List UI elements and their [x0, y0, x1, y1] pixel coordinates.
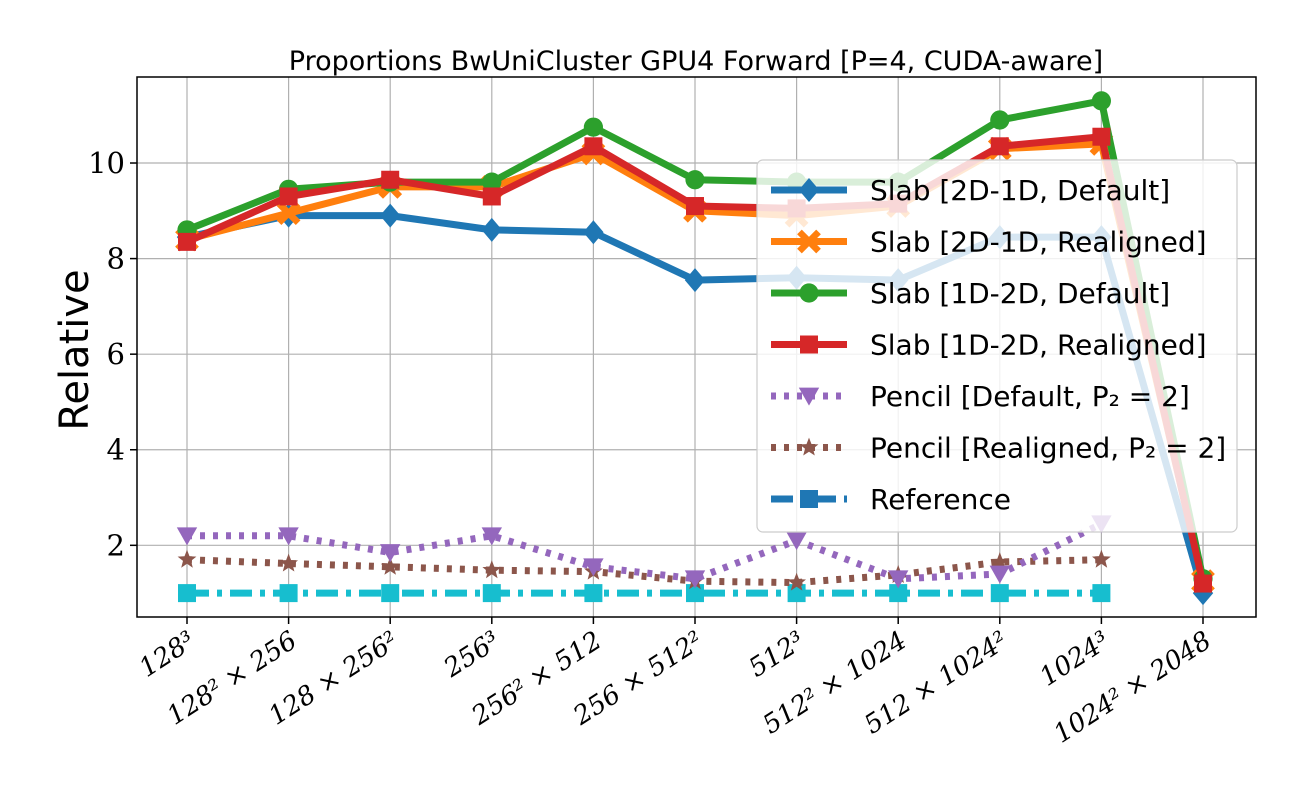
y-tick-label: 4: [107, 433, 125, 467]
legend-item: Slab [2D-1D, Default]: [771, 174, 1170, 207]
legend-item: Reference: [771, 483, 1011, 516]
x-tick-label: 1024³: [1035, 626, 1116, 693]
data-point: [176, 527, 198, 546]
data-point: [787, 584, 806, 603]
data-point: [583, 558, 604, 577]
legend-label: Slab [1D-2D, Default]: [870, 277, 1170, 310]
legend-item: Slab [2D-1D, Realigned]: [771, 226, 1207, 259]
data-point: [786, 532, 807, 551]
series-line: [187, 520, 1103, 583]
data-point: [799, 283, 819, 303]
data-point: [178, 584, 196, 603]
legend-item: Pencil [Realigned, P₂ = 2]: [771, 432, 1226, 465]
data-point: [584, 584, 603, 603]
data-point: [889, 584, 908, 603]
legend-label: Slab [2D-1D, Default]: [870, 174, 1170, 207]
legend-item: Slab [1D-2D, Default]: [771, 277, 1170, 310]
data-point: [482, 584, 501, 603]
series-5: [177, 549, 1111, 591]
chart-title: Proportions BwUniCluster GPU4 Forward [P…: [289, 46, 1103, 77]
legend-label: Slab [1D-2D, Realigned]: [870, 329, 1207, 362]
data-point: [797, 229, 821, 254]
data-point: [990, 137, 1009, 156]
data-point: [481, 217, 502, 242]
data-point: [482, 187, 501, 206]
data-point: [381, 170, 400, 189]
legend-box: [756, 159, 1238, 533]
data-point: [685, 170, 705, 190]
x-tick-label: 128³: [134, 626, 201, 684]
data-point: [583, 220, 604, 245]
data-point: [990, 110, 1010, 130]
data-point: [482, 172, 502, 192]
data-point: [584, 137, 603, 156]
data-point: [482, 560, 502, 579]
series-layer: [175, 91, 1215, 606]
data-point: [888, 570, 909, 589]
data-point: [684, 570, 706, 589]
x-tick-label: 512³: [744, 626, 811, 684]
data-point: [380, 203, 401, 228]
series-line: [186, 556, 1102, 587]
data-point: [380, 556, 400, 575]
series-6: [178, 584, 1111, 603]
legend-item: Slab [1D-2D, Realigned]: [771, 329, 1207, 362]
legend-label: Pencil [Default, P₂ = 2]: [870, 380, 1190, 413]
data-point: [1092, 549, 1111, 568]
legend-label: Pencil [Realigned, P₂ = 2]: [870, 432, 1226, 465]
data-point: [177, 549, 197, 568]
legend-label: Slab [2D-1D, Realigned]: [870, 226, 1207, 259]
data-point: [1092, 127, 1111, 146]
data-point: [798, 387, 820, 406]
y-tick-label: 8: [107, 242, 125, 276]
data-point: [380, 544, 401, 563]
data-point: [1091, 91, 1111, 111]
data-point: [1092, 584, 1111, 603]
data-point: [381, 584, 400, 603]
data-point: [989, 565, 1010, 584]
data-point: [684, 268, 706, 293]
data-point: [990, 552, 1010, 571]
data-point: [799, 437, 819, 456]
data-point: [481, 527, 502, 546]
legend-label: Reference: [870, 483, 1011, 516]
data-point: [686, 584, 704, 603]
y-axis-label: Relative: [52, 269, 98, 430]
data-point: [800, 490, 818, 508]
data-point: [278, 527, 299, 546]
data-point: [178, 232, 196, 251]
x-tick-label: 256³: [438, 626, 506, 684]
data-point: [276, 201, 301, 226]
y-tick-label: 10: [88, 146, 125, 180]
data-point: [990, 584, 1009, 603]
y-axis: 2 4 6 8 10: [88, 146, 137, 562]
data-point: [583, 117, 604, 137]
data-point: [686, 197, 704, 216]
y-tick-label: 2: [107, 528, 125, 562]
data-point: [279, 584, 298, 603]
data-point: [798, 178, 820, 202]
data-point: [279, 553, 298, 572]
data-point: [1194, 574, 1212, 593]
data-point: [800, 335, 818, 354]
y-tick-label: 6: [107, 337, 125, 371]
series-3: [178, 127, 1212, 593]
plot-frame: [136, 76, 1257, 618]
legend: Slab [2D-1D, Default] Slab [2D-1D, Realig…: [756, 159, 1238, 533]
legend-item: Pencil [Default, P₂ = 2]: [771, 380, 1190, 413]
data-point: [279, 187, 298, 206]
data-point: [787, 572, 806, 591]
